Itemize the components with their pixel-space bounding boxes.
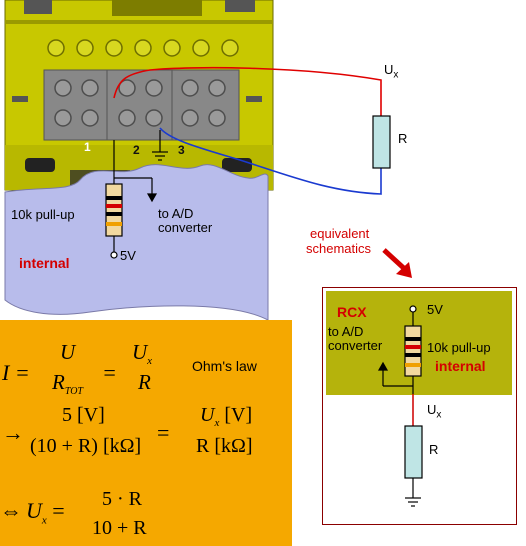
r-label: R [398, 131, 408, 146]
port-number-3: 3 [178, 143, 185, 157]
lego-brick [4, 0, 274, 191]
eq1-num1: U [60, 340, 76, 364]
equivalent-label-line2: schematics [306, 241, 372, 256]
internal-label: internal [19, 255, 70, 271]
eq2-num1: 5 [V] [62, 404, 105, 426]
port-ground-symbol [152, 130, 168, 161]
port-number-2: 2 [133, 143, 140, 157]
internal-pullup-label: 10k pull-up [11, 207, 75, 222]
eq-pullup-label: 10k pull-up [427, 340, 491, 355]
red-arrow [382, 248, 412, 278]
equivalent-label-line1: equivalent [310, 226, 370, 241]
eq-r-label: R [429, 442, 439, 457]
eq1-num2: Ux [132, 340, 153, 368]
top-studs [47, 39, 239, 57]
eq2-den1: (10 + R) [kΩ] [30, 435, 142, 457]
blue-wire [159, 127, 382, 195]
external-resistor [372, 115, 391, 169]
eq2-num2: Ux [V] [200, 404, 253, 429]
internal-to-ad-label: to A/D [158, 206, 194, 221]
eq1-lhs: I = [2, 360, 30, 385]
eq3-arrow: ⇔ [0, 498, 22, 523]
internal-5v-label: 5V [120, 248, 136, 263]
eq-to-ad-label: to A/D [328, 324, 364, 339]
eq2-arrow: → [2, 420, 24, 445]
internal-resistor [105, 183, 123, 237]
eq1-equals: = [102, 360, 117, 385]
eq3-den: 10 + R [92, 517, 147, 539]
internal-circuit [110, 140, 158, 259]
equivalent-circuit [377, 305, 423, 507]
formula-box [0, 320, 292, 546]
rcx-label: RCX [337, 304, 367, 320]
eq-converter-label: converter [328, 338, 383, 353]
eq2-den2: R [kΩ] [196, 435, 253, 457]
eq-external-resistor [404, 425, 423, 479]
eq1-den1: RTOT [52, 370, 83, 398]
equivalent-schematic-box: RCX to A/D converter 5V 10k pull-up inte… [322, 287, 517, 525]
internal-panel [4, 164, 269, 321]
eq-internal-label: internal [435, 358, 486, 374]
ohms-law-label: Ohm's law [192, 358, 257, 374]
port-studs [54, 79, 226, 127]
port-number-1: 1 [84, 140, 91, 154]
eq-5v-label: 5V [427, 302, 443, 317]
eq3-lhs: Ux = [26, 498, 65, 527]
eq1-den2: R [138, 370, 151, 394]
red-wire [113, 66, 382, 116]
ux-label: Ux [384, 62, 399, 81]
internal-converter-label: converter [158, 220, 213, 235]
eq-ux-label: Ux [427, 402, 442, 421]
eq2-equals: = [157, 420, 170, 445]
eq-pullup-resistor [404, 325, 422, 377]
eq3-num: 5 · R [102, 488, 142, 510]
